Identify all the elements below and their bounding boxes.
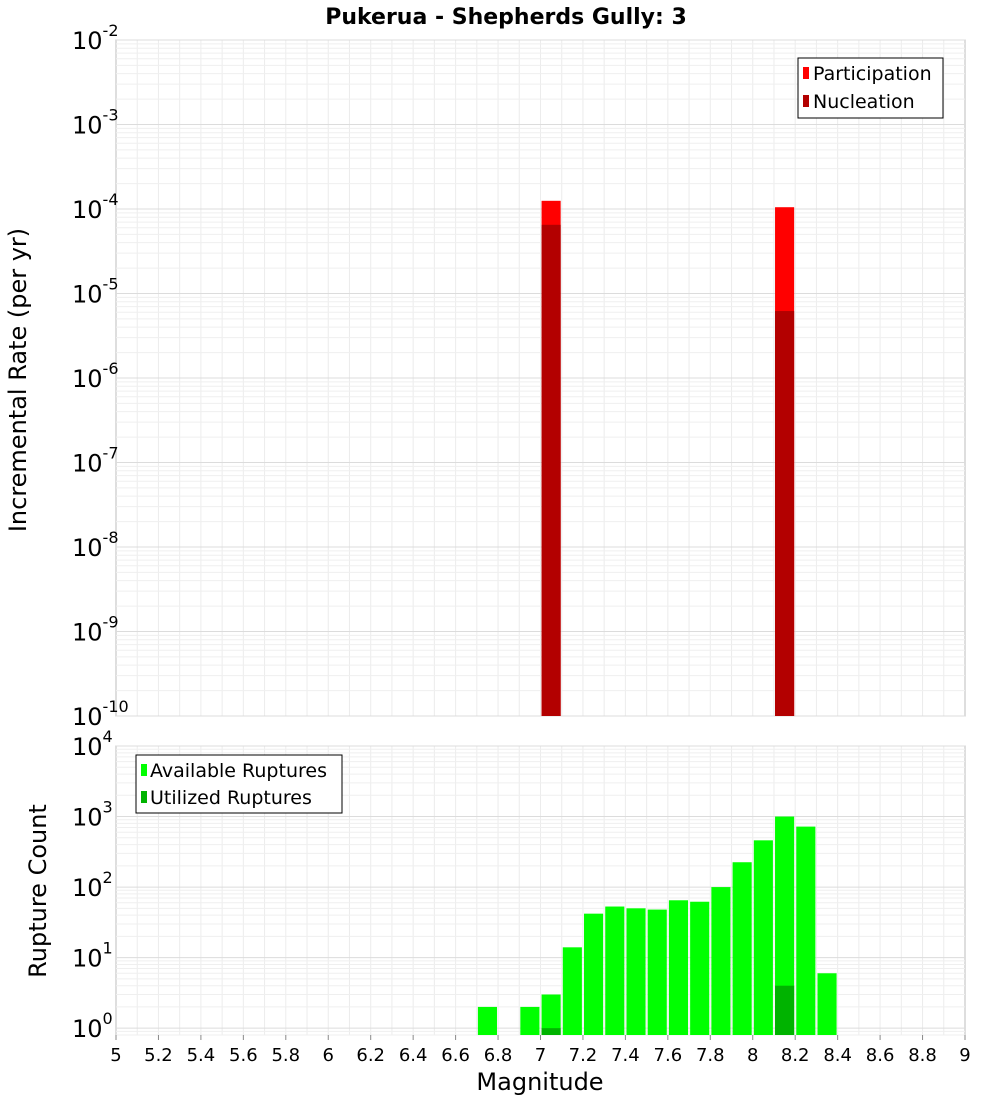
bar-available-ruptures [647, 909, 667, 1035]
x-tick-label: 7.4 [611, 1045, 640, 1066]
y-tick-label: 10-4 [72, 190, 119, 224]
x-tick-label: 8.6 [866, 1045, 895, 1066]
count-y-axis-label: Rupture Count [24, 804, 52, 978]
bar-available-ruptures [584, 913, 604, 1035]
rate-y-axis-label: Incremental Rate (per yr) [4, 228, 32, 532]
x-tick-label: 5.2 [144, 1045, 173, 1066]
bar-overlay-utilized-ruptures [541, 1028, 561, 1035]
x-tick-label: 6.8 [484, 1045, 513, 1066]
bar-overlay-utilized-ruptures [775, 985, 795, 1035]
y-tick-label: 10-5 [72, 275, 119, 309]
rate-bars [541, 200, 795, 717]
chart-title: Pukerua - Shepherds Gully: 3 [325, 5, 687, 30]
y-tick-label: 10-8 [72, 528, 119, 562]
bar-overlay-nucleation [775, 311, 795, 716]
rate-legend-box [797, 57, 944, 119]
bar-available-ruptures [562, 947, 582, 1035]
x-tick-label: 8 [747, 1045, 758, 1066]
bar-available-ruptures [668, 900, 689, 1035]
bar-available-ruptures [541, 994, 561, 1035]
available-swatch [141, 764, 147, 776]
y-tick-label: 10-9 [72, 613, 119, 647]
bar-available-ruptures [626, 908, 646, 1035]
rate-panel: 10-10 10-9 10-8 10-7 10-6 10-5 10-4 10-3 10-2 In… [4, 21, 966, 731]
x-tick-label: 5.4 [187, 1045, 216, 1066]
bar-available-ruptures [753, 840, 773, 1035]
x-tick-label: 9 [959, 1045, 970, 1066]
x-tick-label: 8.8 [908, 1045, 937, 1066]
available-legend-label: Available Ruptures [150, 760, 327, 782]
x-tick-label: 6.4 [399, 1045, 428, 1066]
y-tick-label: 10-3 [72, 106, 119, 140]
rate-y-ticks: 10-10 10-9 10-8 10-7 10-6 10-5 10-4 10-3 10-2 [72, 21, 129, 731]
y-tick-label: 100 [72, 1009, 113, 1043]
participation-swatch [803, 67, 809, 79]
nucleation-legend-label: Nucleation [813, 91, 915, 113]
x-tick-label: 7.8 [696, 1045, 725, 1066]
x-tick-label: 6 [323, 1045, 334, 1066]
x-tick-label: 7.6 [654, 1045, 683, 1066]
count-panel: 100 101 102 103 104 5 5.2 5.4 5.6 5.8 6 6.2 6.4 6.6 6… [24, 727, 971, 1096]
count-y-ticks: 100 101 102 103 104 [72, 727, 113, 1043]
x-tick-label: 6.6 [441, 1045, 470, 1066]
bar-available-ruptures [775, 816, 795, 1035]
x-tick-label: 7 [535, 1045, 546, 1066]
utilized-swatch [141, 791, 147, 803]
y-tick-label: 10-6 [72, 359, 119, 393]
utilized-legend-label: Utilized Ruptures [150, 787, 312, 809]
participation-legend-label: Participation [813, 63, 932, 85]
bar-available-ruptures [732, 862, 752, 1035]
y-tick-label: 10-2 [72, 21, 119, 55]
x-tick-label: 5.8 [271, 1045, 300, 1066]
rate-gridlines [116, 39, 965, 717]
y-tick-label: 10-10 [72, 697, 129, 731]
x-tick-label: 5 [110, 1045, 121, 1066]
count-bars [477, 816, 837, 1035]
x-tick-label: 8.4 [823, 1045, 852, 1066]
rate-legend: Participation Nucleation [797, 57, 944, 119]
bar-available-ruptures [817, 973, 837, 1035]
bar-available-ruptures [520, 1006, 540, 1035]
x-tick-label: 8.2 [781, 1045, 810, 1066]
bar-available-ruptures [690, 901, 710, 1035]
x-axis-label: Magnitude [476, 1068, 603, 1096]
count-legend-box [135, 754, 343, 814]
bar-available-ruptures [605, 906, 625, 1035]
y-tick-label: 103 [72, 798, 113, 832]
y-tick-label: 102 [72, 868, 113, 902]
bar-available-ruptures [477, 1006, 497, 1035]
count-legend: Available Ruptures Utilized Ruptures [135, 754, 343, 814]
x-tick-label: 7.2 [569, 1045, 598, 1066]
nucleation-swatch [803, 95, 809, 107]
bar-overlay-nucleation [541, 224, 561, 716]
x-tick-label: 6.2 [356, 1045, 385, 1066]
x-tick-label: 5.6 [229, 1045, 258, 1066]
x-ticks: 5 5.2 5.4 5.6 5.8 6 6.2 6.4 6.6 6.8 7 7.2 7.4 7.6 7.8 8… [110, 1035, 971, 1066]
bar-available-ruptures [711, 887, 731, 1035]
y-tick-label: 104 [72, 727, 113, 761]
y-tick-label: 10-7 [72, 444, 119, 478]
bar-available-ruptures [796, 826, 816, 1035]
y-tick-label: 101 [72, 939, 113, 973]
